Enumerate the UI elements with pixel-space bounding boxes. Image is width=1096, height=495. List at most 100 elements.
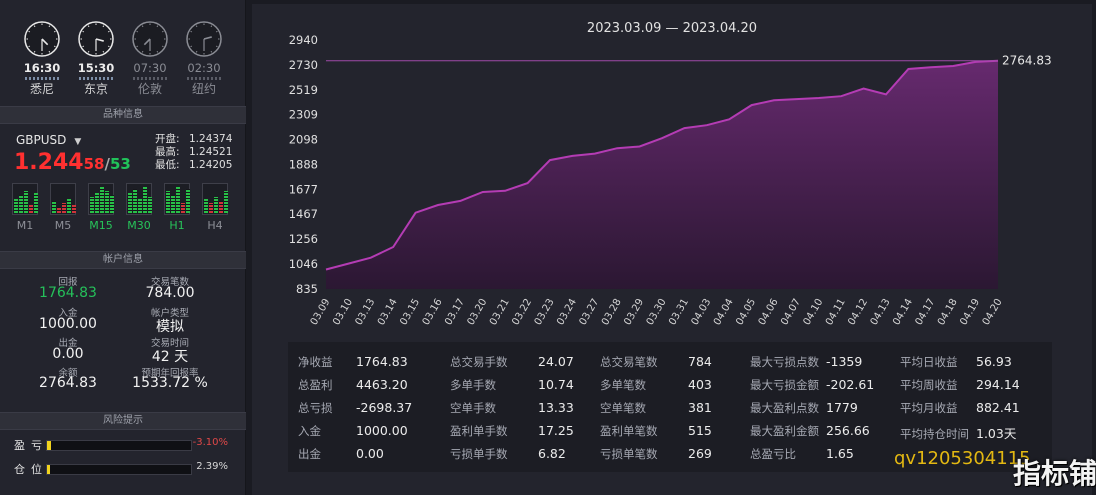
stat-cell: 最大盈利点数 1779 [750,400,858,416]
x-tick-label: 04.12 [846,297,870,327]
timeframe-h4[interactable]: H4 [200,183,230,233]
stat-cell: 入金 1000.00 [298,423,408,439]
withdraw-label: 出金 [58,338,78,349]
balance-label: 余额 [58,368,78,379]
stat-label: 多单笔数 [600,378,646,392]
x-tick-label: 03.22 [510,297,534,327]
stat-value: -202.61 [826,377,875,392]
clock-divider [79,77,113,80]
timeframe-m1[interactable]: M1 [10,183,40,233]
stat-value: 4463.20 [356,377,408,392]
timeframe-label: M15 [89,219,113,232]
trade-time-value: 42 天 [151,349,189,365]
y-tick-label: 1677 [289,182,318,196]
high-label: 最高: [155,146,180,158]
x-tick-label: 04.06 [757,297,781,327]
y-tick-label: 2098 [289,133,318,147]
stat-label: 多单手数 [450,378,496,392]
stat-label: 亏损单笔数 [600,447,658,461]
stat-cell: 亏损单手数 6.82 [450,446,566,462]
stat-label: 净收益 [298,355,333,369]
caret-down-icon[interactable]: ▼ [74,137,82,147]
timeframe-h1[interactable]: H1 [162,183,192,233]
clock-divider [187,77,221,80]
clock-city: 东京 [83,82,108,96]
x-tick-label: 03.27 [578,297,602,327]
return-label: 回报 [58,277,78,288]
x-tick-label: 03.09 [309,297,333,327]
strength-bars-icon [12,183,38,215]
clock-face-icon [186,21,222,57]
stat-value: -1359 [826,354,863,369]
stat-cell: 净收益 1764.83 [298,354,408,370]
stat-label: 出金 [298,447,321,461]
timeframe-m15[interactable]: M15 [86,183,116,233]
timeframe-m30[interactable]: M30 [124,183,154,233]
trade-time-label: 交易时间 [150,338,189,349]
annual-yield-value: 1533.72 % [132,375,208,391]
x-tick-label: 04.03 [690,297,714,327]
timeframe-strength: M1 M5 M15 M30 H1 H4 [10,183,240,233]
clock-divider [25,77,59,80]
stat-label: 平均持仓时间 [900,427,969,441]
clock-time: 16:30 [23,61,61,75]
x-tick-label: 04.07 [779,297,803,327]
clock-0: 16:30 悉尼 [16,20,68,96]
symbol-selector[interactable]: GBPUSD ▼ [16,133,81,147]
stat-value: 56.93 [976,354,1012,369]
stat-cell: 总亏损 -2698.37 [298,400,412,416]
timeframe-label: H1 [169,219,185,232]
low-value: 1.24205 [189,159,233,171]
return-value: 1764.83 [39,285,97,301]
pl-label: 盈亏 [14,439,48,452]
clock-face-icon [78,21,114,57]
stat-cell: 总交易笔数 784 [600,354,712,370]
stat-label: 最大盈利点数 [750,401,819,415]
stat-label: 总交易笔数 [600,355,658,369]
strength-bars-icon [164,183,190,215]
stat-label: 平均日收益 [900,355,958,369]
y-tick-label: 1256 [289,232,318,246]
x-tick-label: 04.18 [936,297,960,327]
stat-value: 1000.00 [356,423,408,438]
pl-risk-row: 盈亏 -3.10% [14,437,234,453]
x-tick-label: 03.15 [398,297,422,327]
account-type-value: 模拟 [156,319,184,335]
strength-bars-icon [50,183,76,215]
strength-bars-icon [126,183,152,215]
sidebar: 16:30 悉尼 15:30 东京 07:30 伦敦 02:30 纽约 品种信息 GBPUSD… [0,0,246,495]
deposit-label: 入金 [58,308,78,319]
y-tick-label: 1888 [289,157,318,171]
x-tick-label: 04.05 [734,297,758,327]
clock-time: 15:30 [77,61,115,75]
timeframe-label: M5 [54,219,72,232]
stat-cell: 盈利单手数 17.25 [450,423,574,439]
clock-time: 07:30 [133,61,167,75]
stat-label: 最大亏损金额 [750,378,819,392]
equity-chart-svg: 2023.03.09 — 2023.04.20 835 1046 1256 1467 16… [289,21,1052,327]
high-value: 1.24521 [189,146,233,158]
price-separator: / [104,155,110,173]
stat-cell: 平均周收益 294.14 [900,377,1020,393]
stat-value: 10.74 [538,377,574,392]
timeframe-m5[interactable]: M5 [48,183,78,233]
strength-bars-icon [202,183,228,215]
x-tick-label: 04.17 [914,297,938,327]
pl-value: -3.10% [192,437,228,448]
stat-label: 空单手数 [450,401,496,415]
open-value: 1.24374 [189,133,233,145]
strength-bars-icon [88,183,114,215]
stat-cell: 平均日收益 56.93 [900,354,1012,370]
stat-cell: 最大亏损金额 -202.61 [750,377,874,393]
account-info: 回报 1764.83 交易笔数 784.00 入金 1000.00 帐户类型 模… [0,274,246,404]
x-tick-label: 03.21 [488,297,512,327]
account-info-header: 帐户信息 [0,251,246,269]
x-tick-label: 04.10 [802,297,826,327]
stat-label: 总交易手数 [450,355,508,369]
account-info-title: 帐户信息 [103,254,143,265]
low-label: 最低: [155,159,180,171]
stat-value: -2698.37 [356,400,413,415]
pl-gauge-fill [47,441,52,450]
stat-value: 381 [688,400,712,415]
stat-cell: 亏损单笔数 269 [600,446,712,462]
